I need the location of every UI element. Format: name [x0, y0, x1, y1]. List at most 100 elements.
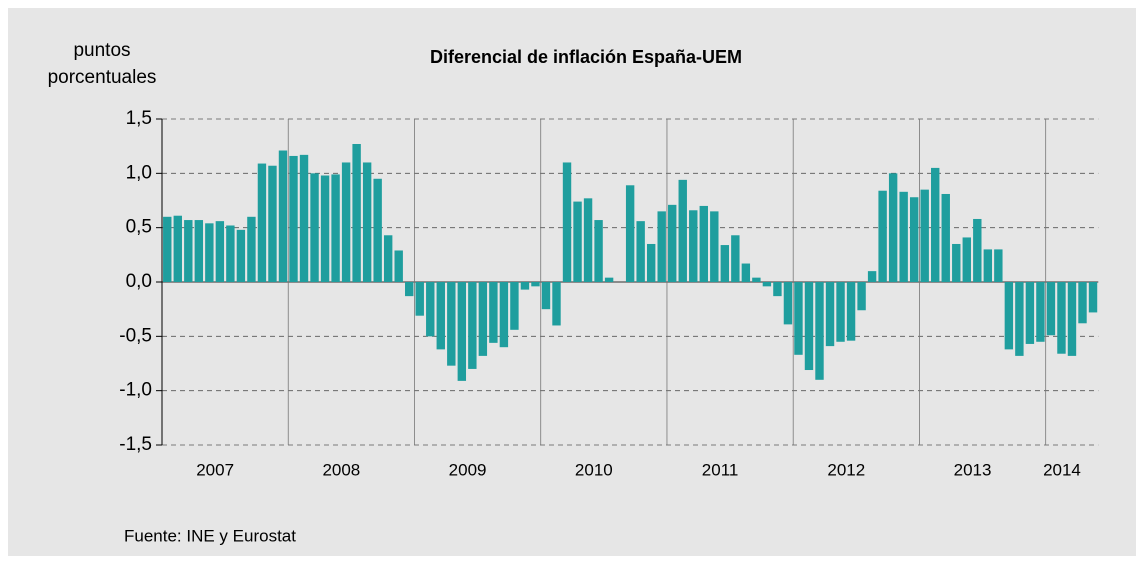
bar — [952, 243, 961, 282]
bar — [846, 282, 856, 341]
x-tick-label: 2013 — [954, 460, 992, 479]
x-tick-label: 2014 — [1043, 460, 1081, 479]
bar — [215, 221, 225, 282]
bar — [468, 282, 477, 369]
bar — [773, 282, 782, 297]
bar — [741, 263, 751, 282]
bar — [1036, 282, 1045, 342]
bar — [457, 282, 467, 381]
bar — [1046, 282, 1056, 336]
bar — [699, 205, 708, 282]
bar — [783, 282, 793, 325]
bar — [1004, 282, 1014, 350]
bar — [678, 179, 687, 282]
bar — [573, 201, 582, 282]
x-tick-label: 2007 — [196, 460, 234, 479]
bar — [163, 216, 172, 282]
bar — [625, 185, 635, 282]
bar — [710, 211, 719, 282]
bar — [341, 162, 351, 282]
bar — [478, 282, 488, 356]
bar — [352, 143, 361, 282]
bar — [310, 173, 319, 282]
bar — [731, 235, 740, 282]
bar — [184, 220, 193, 282]
bar — [226, 225, 235, 282]
bar — [257, 163, 267, 282]
bar — [931, 167, 940, 282]
bar — [1067, 282, 1077, 356]
bar — [405, 282, 414, 297]
y-axis-label: puntos — [73, 40, 130, 61]
bar — [531, 282, 540, 287]
x-tick-label: 2009 — [449, 460, 487, 479]
x-tick-label: 2008 — [322, 460, 360, 479]
bar — [499, 282, 509, 348]
bar — [383, 235, 393, 282]
bar — [594, 220, 603, 282]
bar — [299, 154, 309, 282]
bar — [720, 245, 730, 282]
bar — [794, 282, 803, 355]
bar — [1015, 282, 1024, 356]
bar — [1025, 282, 1035, 344]
bar — [320, 175, 330, 282]
bar — [815, 282, 824, 380]
bar — [857, 282, 866, 311]
bar — [268, 165, 277, 282]
bar — [752, 277, 761, 282]
y-tick-label: -0,5 — [119, 325, 152, 346]
bar — [920, 189, 929, 282]
bar — [962, 237, 971, 282]
bar — [636, 221, 645, 282]
bar — [836, 282, 845, 342]
y-tick-label: -1,0 — [119, 380, 152, 401]
bar — [899, 191, 908, 282]
x-tick-label: 2012 — [827, 460, 865, 479]
bar — [941, 193, 950, 282]
bar — [1057, 282, 1066, 354]
bar — [1088, 282, 1098, 313]
y-tick-label: -1,5 — [119, 434, 152, 455]
bar — [278, 150, 288, 282]
bar — [888, 173, 898, 282]
bar — [436, 282, 445, 350]
y-tick-label: 0,5 — [126, 217, 152, 238]
bar — [289, 155, 298, 282]
y-axis-label: porcentuales — [48, 67, 157, 88]
bar — [878, 190, 887, 282]
chart-title: Diferencial de inflación España-UEM — [430, 47, 742, 67]
bar — [994, 249, 1003, 282]
bar — [510, 282, 519, 330]
bar — [825, 282, 835, 347]
bar — [689, 210, 698, 282]
bar — [247, 216, 256, 282]
bar — [762, 282, 772, 287]
y-tick-label: 1,5 — [126, 108, 152, 129]
bar — [552, 282, 561, 326]
bar — [373, 178, 382, 282]
bar — [541, 282, 551, 310]
bar — [604, 277, 614, 282]
bar — [205, 223, 214, 282]
bar — [415, 282, 424, 316]
bar — [331, 174, 340, 282]
bar — [362, 162, 372, 282]
y-tick-label: 0,0 — [126, 271, 152, 292]
bar — [983, 249, 993, 282]
x-tick-label: 2010 — [575, 460, 613, 479]
bar — [1078, 282, 1087, 324]
bar — [804, 282, 814, 371]
bar — [194, 220, 204, 282]
bar — [447, 282, 456, 366]
y-tick-label: 1,0 — [126, 162, 152, 183]
bar — [236, 229, 246, 282]
bar — [426, 282, 435, 337]
bar — [489, 282, 498, 343]
bar — [867, 271, 877, 282]
bar — [646, 243, 656, 282]
bar — [562, 162, 572, 282]
bar — [668, 204, 677, 282]
x-tick-label: 2011 — [702, 460, 739, 479]
